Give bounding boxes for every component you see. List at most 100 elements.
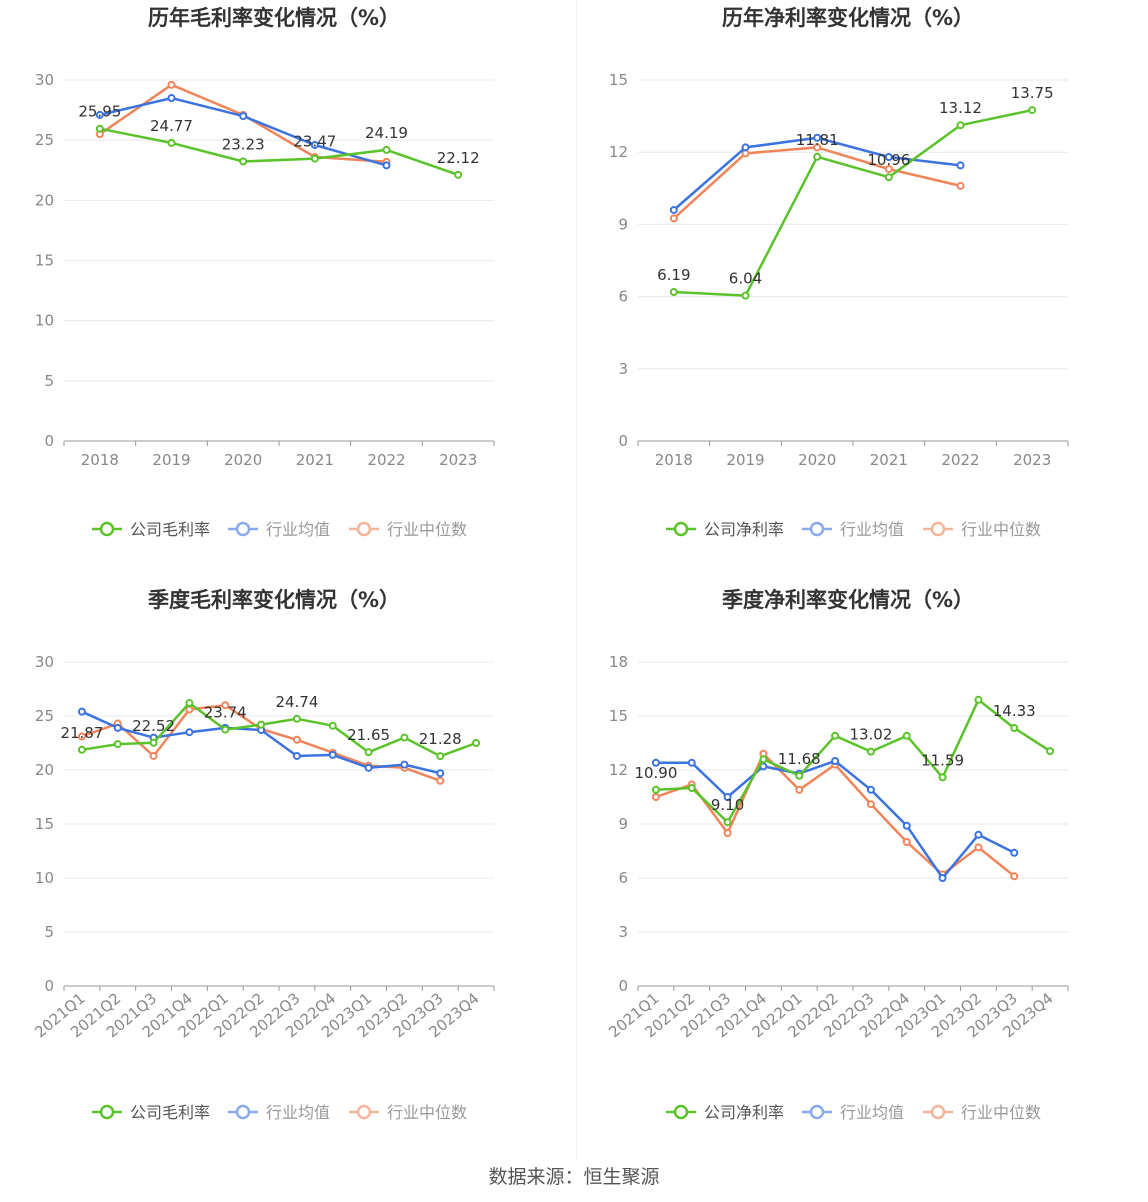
data-point-avg	[831, 757, 840, 765]
data-point-company	[221, 725, 230, 734]
data-point-avg	[292, 751, 301, 760]
x-tick-label: 2022	[367, 451, 405, 469]
data-point-avg	[956, 161, 965, 170]
legend-marker	[673, 1104, 689, 1120]
chart-svg: 历年毛利率变化情况（%） 0 5 10 15 20 25 30 2018 2019 2020 2021…	[35, 6, 495, 539]
y-tick-label: 25	[35, 707, 54, 725]
data-label: 23.74	[204, 704, 247, 722]
data-label: 11.59	[921, 751, 964, 769]
data-point-avg	[813, 133, 822, 142]
y-tick-label: 18	[609, 653, 628, 671]
data-point-company	[149, 738, 158, 747]
data-point-avg	[866, 785, 875, 794]
data-point-avg	[687, 758, 696, 767]
data-point-avg	[185, 728, 194, 737]
series-line-company	[673, 108, 1033, 297]
data-point-company	[723, 818, 732, 827]
data-point-company	[1046, 747, 1055, 756]
legend-item-median: 行业中位数	[923, 520, 1041, 539]
data-point-avg	[364, 763, 373, 772]
data-point-company	[866, 747, 875, 756]
data-point-avg	[167, 94, 176, 103]
data-label: 6.19	[657, 266, 690, 284]
series-line-company	[81, 701, 477, 758]
data-point-avg	[651, 758, 660, 767]
legend-label: 行业中位数	[387, 520, 467, 539]
legend-label: 行业中位数	[387, 1103, 467, 1122]
legend-item-company: 公司毛利率	[92, 520, 210, 539]
chart-title: 季度净利率变化情况（%）	[722, 588, 974, 612]
chart-quarterly-net-margin: 季度净利率变化情况（%） 0 3 6 9 12 15 18 2021Q1 2021Q2 2021Q3…	[574, 582, 1148, 1164]
data-point-median	[149, 751, 158, 760]
data-point-company	[956, 121, 965, 130]
data-label: 22.12	[437, 149, 480, 167]
data-label: 9.10	[711, 796, 744, 814]
legend-marker	[930, 1104, 946, 1120]
data-point-company	[831, 731, 840, 740]
data-label: 21.65	[347, 726, 390, 744]
data-point-company	[113, 740, 122, 749]
data-label: 11.68	[778, 750, 821, 768]
data-point-company	[974, 695, 983, 704]
legend-marker	[99, 1104, 115, 1120]
legend-marker	[809, 1104, 825, 1120]
data-point-company	[669, 288, 678, 297]
y-tick-label: 15	[35, 252, 54, 270]
data-point-median	[436, 776, 445, 785]
y-tick-label: 0	[44, 977, 54, 995]
data-point-company	[77, 745, 86, 754]
data-point-company	[795, 771, 804, 780]
data-point-company	[472, 739, 481, 747]
y-tick-label: 9	[618, 815, 628, 833]
data-point-median	[167, 80, 176, 89]
data-point-median	[651, 793, 660, 801]
y-tick-label: 3	[618, 923, 628, 941]
series-line-company	[655, 698, 1051, 824]
legend-item-company: 公司净利率	[666, 520, 784, 539]
data-point-avg	[400, 760, 409, 769]
data-source-footer: 数据来源：恒生聚源	[488, 1166, 660, 1188]
data-point-median	[185, 705, 194, 714]
x-tick-label: 2020	[224, 451, 262, 469]
chart-annual-net-margin: 历年净利率变化情况（%） 0 3 6 9 12 15 2018 2019 2020 2021 2022…	[574, 0, 1148, 582]
data-point-company	[257, 720, 266, 729]
chart-quarterly-gross-margin: 季度毛利率变化情况（%） 0 5 10 15 20 25 30 2021Q1 2021Q2 2021…	[0, 582, 574, 1164]
legend-label: 行业均值	[266, 520, 330, 539]
data-point-median	[902, 838, 911, 846]
data-point-avg	[95, 110, 104, 119]
data-point-company	[938, 773, 947, 782]
data-point-median	[723, 829, 732, 837]
data-point-company	[364, 748, 373, 757]
data-point-avg	[938, 874, 947, 882]
data-label: 24.19	[365, 124, 408, 142]
data-point-company	[759, 755, 768, 764]
data-point-avg	[974, 830, 983, 839]
legend-label: 行业中位数	[961, 1103, 1041, 1122]
y-tick-label: 30	[35, 653, 54, 671]
x-tick-label: 2023	[1013, 451, 1051, 469]
y-tick-label: 12	[609, 761, 628, 779]
data-label: 11.81	[796, 131, 839, 149]
data-point-median	[221, 701, 230, 710]
data-label: 23.47	[293, 133, 336, 151]
legend-item-avg: 行业均值	[802, 520, 904, 539]
y-tick-label: 25	[35, 131, 54, 149]
data-point-avg	[902, 821, 911, 830]
legend-marker	[99, 521, 115, 537]
y-tick-label: 10	[35, 312, 54, 330]
legend-label: 行业均值	[840, 520, 904, 539]
data-point-avg	[884, 153, 893, 162]
data-point-median	[956, 181, 965, 190]
y-tick-label: 15	[609, 707, 628, 725]
data-point-company	[328, 721, 337, 730]
data-point-company	[741, 291, 750, 300]
y-tick-label: 5	[44, 923, 54, 941]
data-point-median	[1010, 872, 1019, 881]
legend-label: 行业中位数	[961, 520, 1041, 539]
legend-marker	[235, 1104, 251, 1120]
x-tick-label: 2020	[798, 451, 836, 469]
data-point-median	[669, 214, 678, 223]
data-point-company	[400, 733, 409, 742]
data-label: 23.23	[222, 135, 265, 153]
data-point-company	[651, 785, 660, 794]
